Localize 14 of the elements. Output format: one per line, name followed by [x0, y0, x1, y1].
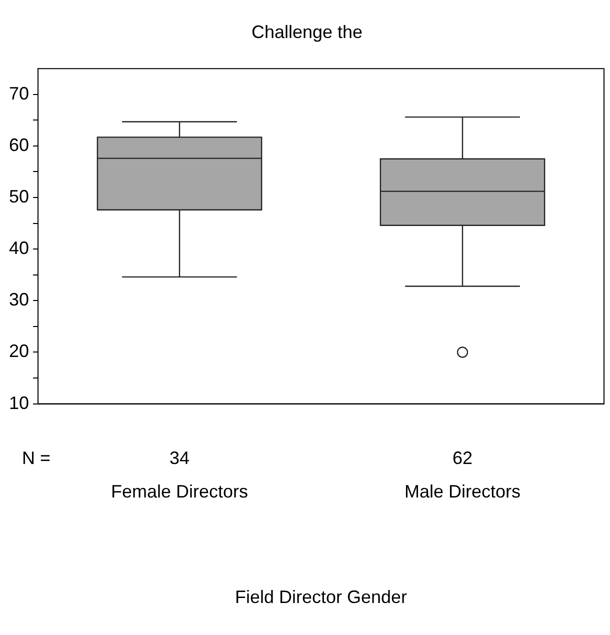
y-tick-label: 30 — [8, 290, 30, 310]
text: 62 — [452, 448, 473, 468]
x-tick-label: Male Directors — [404, 482, 521, 502]
text: 34 — [170, 448, 190, 468]
y-tick-label: 60 — [8, 134, 30, 155]
y-tick-label: 70 — [8, 83, 30, 104]
y-tick-label: 50 — [8, 186, 30, 206]
y-tick-label: 10 — [8, 392, 30, 413]
text: N = — [22, 448, 51, 468]
chart-title: Challenge the — [251, 22, 363, 42]
y-tick-label: 40 — [8, 238, 30, 258]
y-tick-label: 20 — [8, 341, 30, 362]
x-tick-label: Female Directors — [111, 482, 248, 502]
x-axis-title: Field Director Gender — [234, 587, 408, 608]
